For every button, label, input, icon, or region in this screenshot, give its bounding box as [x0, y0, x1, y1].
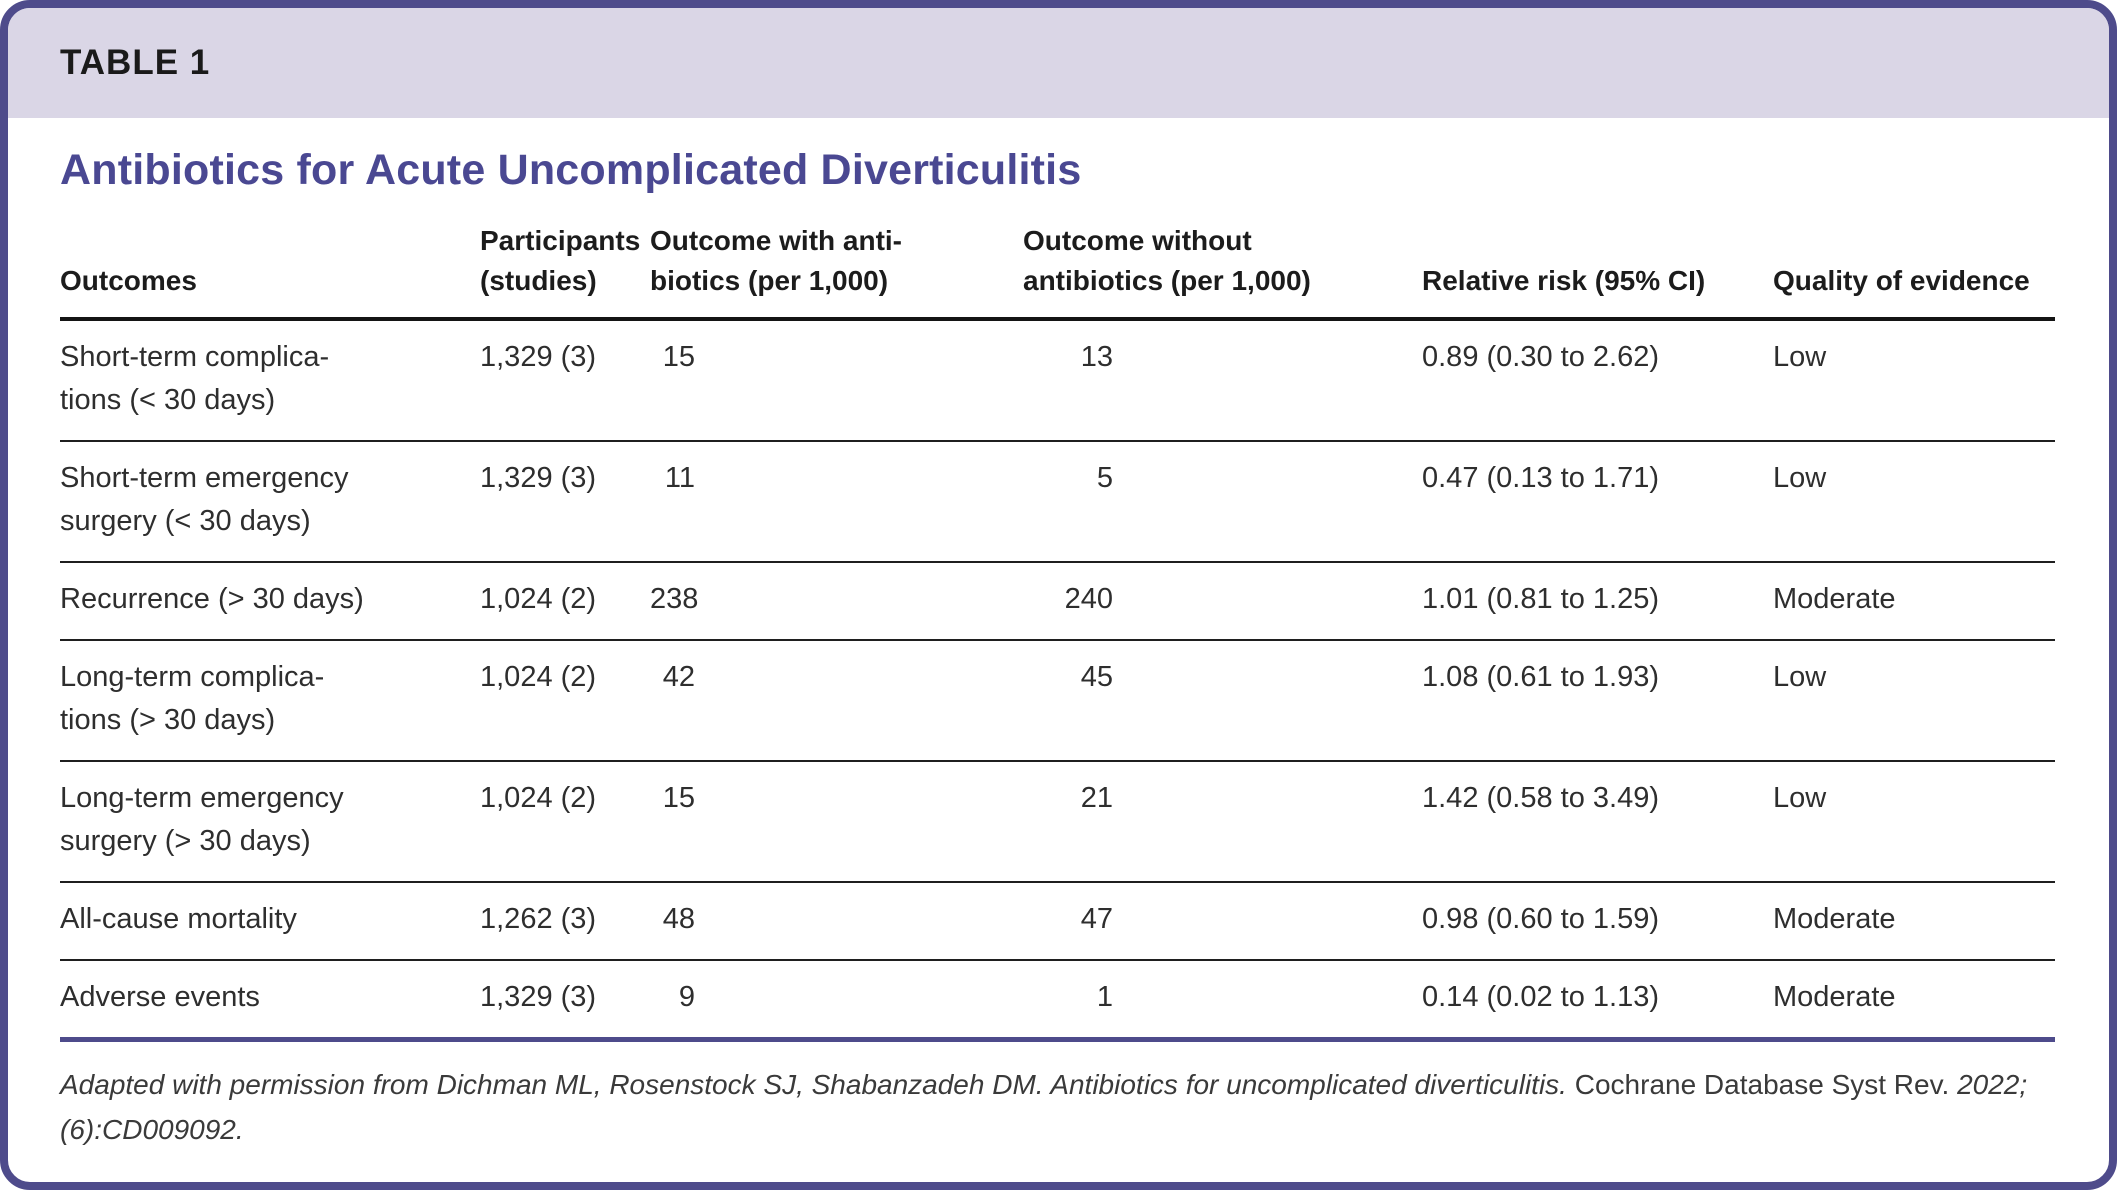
table-title: Antibiotics for Acute Uncomplicated Dive…	[60, 146, 1082, 194]
participants-cell: 1,024 (2)	[480, 583, 597, 615]
quality-cell: Moderate	[1773, 903, 1896, 935]
col-header-participants: Participants (studies)	[480, 221, 650, 321]
participants-cell: 1,329 (3)	[480, 462, 597, 494]
relative-risk-cell: 0.14 (0.02 to 1.13)	[1422, 981, 1659, 1013]
without-antibiotics-cell: 240	[1023, 562, 1422, 640]
outcome-cell: Short-term emergency surgery (< 30 days)	[60, 462, 349, 537]
without-antibiotics-value: 21	[1080, 782, 1113, 814]
table-row: Recurrence (> 30 days) 1,024 (2) 238 240…	[60, 562, 2055, 640]
table-row: All-cause mortality 1,262 (3) 48 47 0.98…	[60, 882, 2055, 960]
participants-cell: 1,329 (3)	[480, 981, 597, 1013]
outcome-cell: Recurrence (> 30 days)	[60, 583, 364, 615]
footnote-journal-name: Cochrane Database Syst Rev.	[1566, 1069, 1958, 1100]
col-header-outcomes: Outcomes	[60, 221, 480, 321]
table-row: Short-term emergency surgery (< 30 days)…	[60, 441, 2055, 562]
outcome-cell: All-cause mortality	[60, 903, 297, 935]
participants-cell: 1,262 (3)	[480, 903, 597, 935]
table-label: TABLE 1	[60, 43, 211, 82]
relative-risk-cell: 0.47 (0.13 to 1.71)	[1422, 462, 1659, 494]
quality-cell: Low	[1773, 462, 1827, 494]
footnote-citation-italic: Adapted with permission from Dichman ML,…	[60, 1069, 1567, 1100]
participants-cell: 1,024 (2)	[480, 782, 597, 814]
relative-risk-cell: 1.42 (0.58 to 3.49)	[1422, 782, 1659, 814]
relative-risk-cell: 1.08 (0.61 to 1.93)	[1422, 661, 1659, 693]
outcome-cell: Short-term complica- tions (< 30 days)	[60, 341, 330, 416]
outcomes-table: Outcomes Participants (studies) Outcome …	[60, 221, 2055, 1042]
quality-cell: Low	[1773, 341, 1827, 373]
col-header-quality: Quality of evidence	[1773, 221, 2055, 321]
table-row: Long-term emergency surgery (> 30 days) …	[60, 761, 2055, 882]
with-antibiotics-value: 9	[678, 981, 695, 1013]
outcome-cell: Long-term emergency surgery (> 30 days)	[60, 782, 344, 857]
with-antibiotics-cell: 48	[650, 882, 1023, 960]
quality-cell: Low	[1773, 661, 1827, 693]
quality-cell: Moderate	[1773, 583, 1896, 615]
with-antibiotics-cell: 42	[650, 640, 1023, 761]
col-header-relative-risk: Relative risk (95% CI)	[1422, 221, 1773, 321]
with-antibiotics-cell: 15	[650, 761, 1023, 882]
table-row: Long-term complica- tions (> 30 days) 1,…	[60, 640, 2055, 761]
quality-cell: Moderate	[1773, 981, 1896, 1013]
without-antibiotics-cell: 1	[1023, 960, 1422, 1040]
outcome-cell: Long-term complica- tions (> 30 days)	[60, 661, 325, 736]
with-antibiotics-value: 15	[662, 782, 695, 814]
relative-risk-cell: 1.01 (0.81 to 1.25)	[1422, 583, 1659, 615]
without-antibiotics-cell: 5	[1023, 441, 1422, 562]
relative-risk-cell: 0.89 (0.30 to 2.62)	[1422, 341, 1659, 373]
with-antibiotics-cell: 11	[650, 441, 1023, 562]
source-footnote: Adapted with permission from Dichman ML,…	[60, 1062, 2055, 1152]
participants-cell: 1,024 (2)	[480, 661, 597, 693]
with-antibiotics-cell: 15	[650, 319, 1023, 441]
table-row: Short-term complica- tions (< 30 days) 1…	[60, 319, 2055, 441]
relative-risk-cell: 0.98 (0.60 to 1.59)	[1422, 903, 1659, 935]
header-row: Outcomes Participants (studies) Outcome …	[60, 221, 2055, 321]
table-row: Adverse events 1,329 (3) 9 1 0.14 (0.02 …	[60, 960, 2055, 1040]
without-antibiotics-cell: 45	[1023, 640, 1422, 761]
without-antibiotics-value: 1	[1096, 981, 1113, 1013]
with-antibiotics-cell: 9	[650, 960, 1023, 1040]
without-antibiotics-value: 5	[1096, 462, 1113, 494]
with-antibiotics-value: 48	[662, 903, 695, 935]
card-content: Antibiotics for Acute Uncomplicated Dive…	[8, 118, 2109, 1152]
outcome-cell: Adverse events	[60, 981, 260, 1013]
without-antibiotics-value: 13	[1080, 341, 1113, 373]
with-antibiotics-value: 11	[664, 462, 695, 494]
col-header-without-antibiotics: Outcome without antibiotics (per 1,000)	[1023, 221, 1422, 321]
with-antibiotics-value: 238	[650, 583, 699, 615]
with-antibiotics-value: 42	[662, 661, 695, 693]
without-antibiotics-cell: 47	[1023, 882, 1422, 960]
without-antibiotics-cell: 13	[1023, 319, 1422, 441]
without-antibiotics-value: 45	[1080, 661, 1113, 693]
without-antibiotics-cell: 21	[1023, 761, 1422, 882]
quality-cell: Low	[1773, 782, 1827, 814]
participants-cell: 1,329 (3)	[480, 341, 597, 373]
with-antibiotics-value: 15	[662, 341, 695, 373]
with-antibiotics-cell: 238	[650, 562, 1023, 640]
footnote-citation-detail: 2022;(6):CD009092.	[60, 1069, 2028, 1145]
col-header-with-antibiotics: Outcome with anti- biotics (per 1,000)	[650, 221, 1023, 321]
without-antibiotics-value: 240	[1064, 583, 1113, 615]
table-label-band: TABLE 1	[8, 8, 2109, 118]
without-antibiotics-value: 47	[1080, 903, 1113, 935]
